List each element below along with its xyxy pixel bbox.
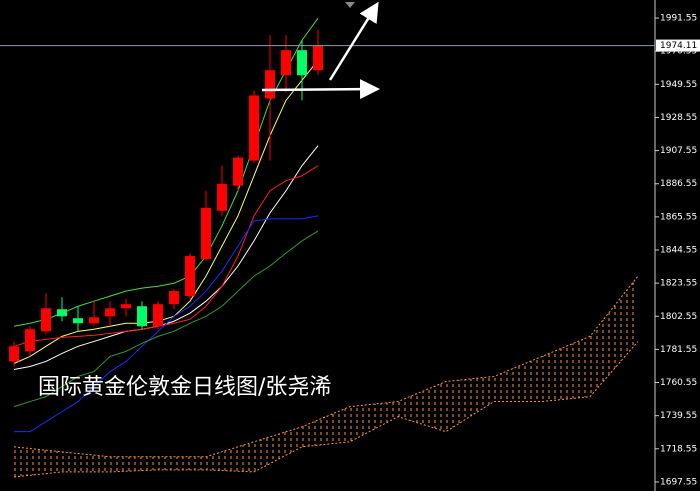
candle-body <box>137 306 147 327</box>
y-tick-label: 1928.55 <box>660 113 697 123</box>
candle-body <box>281 50 291 76</box>
y-tick-label: 1760.55 <box>660 378 697 388</box>
y-tick-label: 1865.55 <box>660 212 697 222</box>
y-tick-label: 1739.55 <box>660 411 697 421</box>
y-tick-label: 1886.55 <box>660 179 697 189</box>
candle-body <box>233 157 243 186</box>
candle-body <box>169 291 179 305</box>
indicator-line <box>14 215 319 433</box>
candle-body <box>89 317 99 324</box>
y-tick-label: 1949.55 <box>660 80 697 90</box>
cloud-lower <box>13 341 639 478</box>
y-tick-label: 1781.55 <box>660 345 697 355</box>
ichimoku-cloud <box>14 276 638 477</box>
flat-arrow <box>261 79 380 100</box>
cloud-upper <box>13 275 639 458</box>
candle-body <box>9 346 19 362</box>
y-tick-label: 1844.55 <box>660 245 697 255</box>
y-tick-label: 1970.55 <box>660 47 697 57</box>
candle-body <box>313 45 323 71</box>
y-tick-label: 1697.55 <box>660 477 697 487</box>
candle-body <box>57 309 67 317</box>
indicator-line <box>13 145 319 371</box>
y-tick-label: 1907.55 <box>660 146 697 156</box>
candle-body <box>185 256 195 297</box>
candle-body <box>297 50 307 76</box>
shift-marker <box>345 2 355 8</box>
y-tick-label: 1802.55 <box>660 312 697 322</box>
watermark: 国际黄金伦敦金日线图/张尧浠 <box>38 375 331 400</box>
candle-body <box>121 304 131 309</box>
y-tick-label: 1991.55 <box>660 14 697 24</box>
candle-body <box>105 308 115 317</box>
indicator-line <box>13 59 319 364</box>
y-tick-label: 1823.55 <box>660 279 697 289</box>
candle-body <box>41 308 51 332</box>
y-tick-label: 1718.55 <box>660 444 697 454</box>
indicator-line <box>13 230 319 408</box>
candle-body <box>73 318 83 324</box>
candle-body <box>201 207 211 260</box>
candle-body <box>265 70 275 99</box>
current-price-label: 1974.11 <box>660 41 697 51</box>
candle-body <box>153 304 163 327</box>
indicator-line <box>13 17 319 327</box>
current-price-box <box>656 39 700 52</box>
indicator-line <box>13 165 319 347</box>
candle-body <box>217 183 227 211</box>
candle-body <box>249 95 259 161</box>
candle-body <box>25 329 35 352</box>
up-arrow <box>328 1 379 81</box>
